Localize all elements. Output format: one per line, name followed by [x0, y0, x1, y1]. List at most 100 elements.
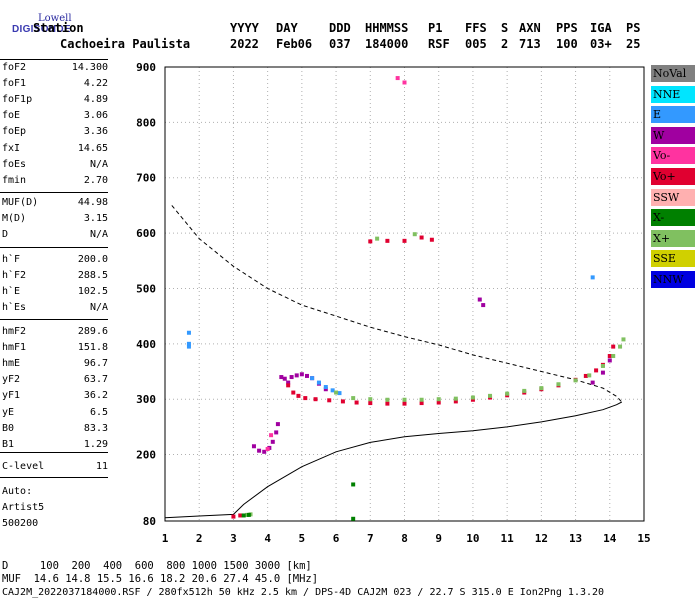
param-value: 14.300	[71, 62, 108, 73]
header-label-9: PPS	[556, 21, 578, 35]
data-point-w	[251, 444, 256, 449]
data-point-x	[453, 396, 458, 401]
data-point-w	[275, 422, 280, 427]
data-point-x	[587, 373, 592, 378]
data-point-w	[289, 375, 294, 380]
x-tick-label: 8	[401, 532, 408, 545]
param-row: foE 3.06	[2, 108, 108, 123]
data-point-x	[618, 344, 623, 349]
header-label-1: YYYY	[230, 21, 259, 35]
data-point-vo	[453, 399, 458, 404]
data-point-e	[323, 385, 328, 390]
header-label-0: Station	[33, 21, 84, 35]
data-point-x	[334, 390, 339, 395]
param-value: 3.15	[83, 213, 108, 225]
y-tick-label: 80	[143, 515, 156, 528]
data-point-x	[351, 516, 356, 521]
data-point-vo	[303, 396, 308, 401]
legend-item-nnw: NNW	[651, 271, 695, 288]
param-value: 3.06	[83, 110, 108, 122]
header-label-6: FFS	[465, 21, 487, 35]
data-point-vo	[607, 354, 612, 359]
param-row: M(D) 3.15	[2, 211, 108, 226]
param-value: 4.89	[83, 94, 108, 106]
legend-item-ssw: SSW	[651, 188, 695, 206]
data-point-w	[477, 297, 482, 302]
data-point-vo	[368, 401, 373, 406]
y-tick-label: 600	[136, 227, 156, 240]
model-line-dashed	[171, 205, 623, 403]
x-tick-label: 5	[299, 532, 306, 545]
param-row: C-level 11	[2, 459, 108, 474]
param-row: hmE 96.7	[2, 356, 108, 371]
data-point-vo	[327, 398, 332, 403]
header-value-7: 2	[501, 37, 509, 51]
param-value: 6.5	[89, 406, 108, 418]
header-value-6: 005	[465, 37, 487, 51]
param-value: 3.36	[83, 126, 108, 138]
param-value: 36.2	[83, 390, 108, 402]
data-point-vo	[583, 373, 588, 378]
panel-separator	[0, 319, 108, 320]
param-value: 63.7	[83, 374, 108, 386]
param-row: foF1p 4.89	[2, 92, 108, 107]
x-tick-label: 1	[162, 532, 169, 545]
legend-item-vo-: Vo-	[651, 147, 695, 165]
y-tick-label: 200	[136, 449, 156, 462]
data-point-vo	[340, 399, 345, 404]
data-point-e	[330, 388, 335, 393]
param-value: 288.5	[77, 270, 108, 282]
data-point-vo	[313, 397, 318, 402]
header-value-8: 713	[519, 37, 541, 51]
param-name: foF1p	[2, 94, 33, 106]
x-tick-label: 4	[264, 532, 271, 545]
data-point-vo	[368, 239, 373, 244]
header-value-10: 03+	[590, 37, 612, 51]
param-value: 1.29	[83, 438, 108, 450]
data-point-w	[274, 430, 279, 435]
param-name: h`E	[2, 286, 21, 298]
param-row: hmF1 151.8	[2, 340, 108, 355]
panel-separator	[0, 192, 108, 193]
header-value-11: 25	[626, 37, 641, 51]
data-point-vo	[296, 393, 301, 398]
x-tick-label: 2	[196, 532, 203, 545]
footer-muf: MUF 14.6 14.8 15.5 16.6 18.2 20.6 27.4 4…	[2, 573, 319, 585]
param-name: M(D)	[2, 213, 27, 225]
x-tick-label: 11	[501, 532, 515, 545]
panel-separator	[0, 477, 108, 478]
data-point-vo	[291, 390, 296, 395]
legend-item-nne: NNE	[651, 85, 695, 103]
param-name: yE	[2, 406, 15, 418]
data-point-x	[419, 397, 424, 402]
param-row: hmF2 289.6	[2, 324, 108, 339]
header-label-10: IGA	[590, 21, 612, 35]
param-name: foEs	[2, 158, 27, 170]
y-tick-label: 500	[136, 282, 156, 295]
param-row: B1 1.29	[2, 437, 108, 452]
data-point-x	[488, 393, 493, 398]
param-row: MUF(D) 44.98	[2, 195, 108, 210]
footer-distance: D 100 200 400 600 800 1000 1500 3000 [km…	[2, 560, 312, 572]
y-tick-label: 400	[136, 338, 156, 351]
header-label-2: DAY	[276, 21, 298, 35]
data-point-vo	[238, 513, 243, 518]
data-point-vo	[385, 401, 390, 406]
data-point-w	[481, 303, 486, 308]
legend-item-noval: NoVal	[651, 65, 695, 82]
param-name: C-level	[2, 461, 45, 472]
data-point-vo	[419, 401, 424, 406]
data-point-vo	[470, 397, 475, 402]
param-value: 102.5	[77, 286, 108, 298]
x-tick-label: 3	[230, 532, 237, 545]
param-row: foF1 4.22	[2, 76, 108, 91]
data-point-x	[556, 382, 561, 387]
legend-item-sse: SSE	[651, 250, 695, 268]
footer-info: CAJ2M_2022037184000.RSF / 280fx512h 50 k…	[2, 587, 605, 598]
header-value-2: Feb06	[276, 37, 313, 51]
header-label-11: PS	[626, 21, 641, 35]
data-point-w	[607, 358, 612, 363]
data-point-w	[323, 387, 328, 392]
model-line-solid	[164, 401, 623, 519]
y-tick-label: 700	[136, 172, 156, 185]
